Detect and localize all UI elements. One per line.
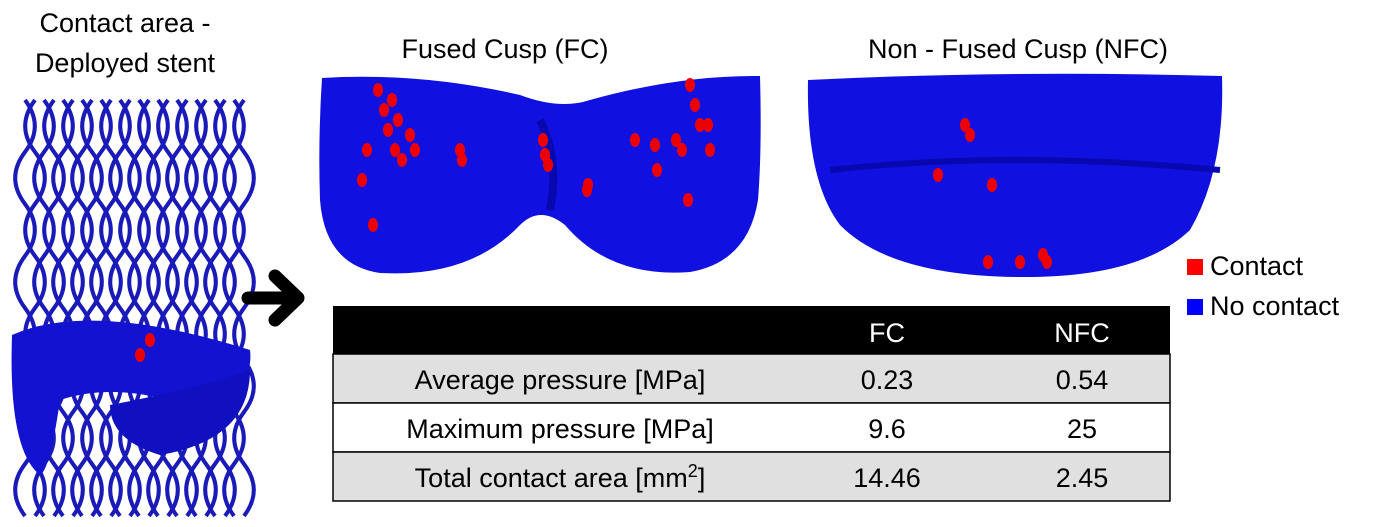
contact-spot: [650, 138, 660, 152]
contact-spot: [383, 123, 393, 137]
contact-spot: [387, 93, 397, 107]
contact-spot: [960, 118, 970, 132]
arrow: [241, 269, 305, 327]
left-title: Deployed stent: [35, 48, 216, 78]
legend-label: No contact: [1210, 291, 1340, 321]
contact-spot: [362, 143, 372, 157]
contact-spot: [933, 168, 943, 182]
stent-strut: [99, 98, 123, 518]
contact-spot: [671, 133, 681, 147]
contact-spot: [538, 133, 548, 147]
stent-strut: [108, 98, 132, 518]
contact-spot: [685, 78, 695, 92]
stent-strut: [61, 98, 85, 518]
contact-spot: [652, 163, 662, 177]
contact-spot: [677, 143, 687, 157]
contact-spot: [695, 118, 705, 132]
contact-spot: [987, 178, 997, 192]
row-label-end: ]: [698, 463, 706, 493]
stent-strut: [89, 98, 113, 518]
contact-spot: [135, 348, 145, 362]
stent-strut: [184, 98, 208, 518]
stent-strut: [232, 98, 256, 518]
cell-value: 2.45: [1056, 463, 1109, 493]
cell-value: 0.23: [861, 365, 914, 395]
panel-title: Fused Cusp (FC): [401, 34, 608, 64]
contact-spot: [683, 193, 693, 207]
contact-spot: [630, 133, 640, 147]
left-title: Contact area -: [39, 8, 210, 38]
cell-value: 0.54: [1056, 365, 1109, 395]
contact-spot: [983, 255, 993, 269]
contact-spot: [703, 118, 713, 132]
stent-strut: [118, 98, 142, 518]
cell-value: 9.6: [868, 414, 906, 444]
row-label-text: Total contact area [mm: [415, 463, 688, 493]
row-label: Average pressure [MPa]: [415, 365, 706, 395]
contact-spot: [368, 218, 378, 232]
stent-strut: [213, 98, 237, 518]
row-label: Total contact area [mm2]: [415, 461, 706, 493]
stent-image: [11, 98, 256, 518]
row-label: Maximum pressure [MPa]: [406, 414, 714, 444]
contact-spot: [1038, 248, 1048, 262]
table: FC NFC Average pressure [MPa] 0.23 0.54 Maxim…: [332, 306, 1171, 502]
contact-spot: [405, 128, 415, 142]
stent-strut: [222, 98, 246, 518]
contact-spot: [965, 128, 975, 142]
contact-spot: [583, 178, 593, 192]
stent-strut: [70, 98, 94, 518]
contact-spot: [690, 98, 700, 112]
legend-label: Contact: [1210, 251, 1304, 281]
contact-spots: [135, 78, 1052, 362]
contact-spot: [543, 158, 553, 172]
legend-swatch: [1187, 299, 1203, 315]
stent-strut: [203, 98, 227, 518]
contact-spot: [1015, 255, 1025, 269]
row-label-text: Maximum pressure [MPa]: [406, 414, 714, 444]
legend-swatch: [1187, 259, 1203, 275]
stent-strut: [51, 98, 75, 518]
stent-leaflet: [11, 320, 251, 475]
contact-spot: [705, 143, 715, 157]
stent-strut: [80, 98, 104, 518]
stent-strut: [137, 98, 161, 518]
contact-spot: [373, 83, 383, 97]
panel-title: Non - Fused Cusp (NFC): [868, 34, 1168, 64]
table-row-bg: [332, 402, 1171, 453]
contact-spot: [379, 103, 389, 117]
contact-spot: [357, 173, 367, 187]
table-header: NFC: [1054, 318, 1110, 348]
row-label-sup: 2: [688, 461, 698, 481]
row-label-text: Average pressure [MPa]: [415, 365, 706, 395]
table-header: FC: [869, 318, 905, 348]
stent-strut: [194, 98, 218, 518]
contact-spot: [390, 143, 400, 157]
stent-strut: [32, 98, 56, 518]
contact-spot: [457, 153, 467, 167]
nfc-image: [807, 73, 1223, 278]
contact-spot: [145, 333, 155, 347]
contact-spot: [393, 113, 403, 127]
cell-value: 25: [1067, 414, 1097, 444]
table-header-bg: [333, 306, 1170, 354]
contact-spot: [397, 153, 407, 167]
cell-value: 14.46: [853, 463, 921, 493]
table-row-bg: [332, 451, 1171, 502]
contact-spot: [410, 143, 420, 157]
stent-leaflet: [110, 370, 250, 455]
